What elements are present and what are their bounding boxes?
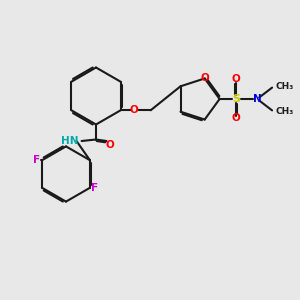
Text: F: F bbox=[92, 183, 98, 193]
Text: O: O bbox=[130, 105, 139, 115]
Text: O: O bbox=[232, 113, 241, 124]
Text: CH₃: CH₃ bbox=[276, 107, 294, 116]
Text: S: S bbox=[232, 94, 240, 104]
Text: HN: HN bbox=[61, 136, 78, 146]
Text: O: O bbox=[232, 74, 241, 85]
Text: N: N bbox=[253, 94, 262, 104]
Text: O: O bbox=[106, 140, 115, 150]
Text: O: O bbox=[200, 74, 209, 83]
Text: F: F bbox=[34, 155, 40, 165]
Text: CH₃: CH₃ bbox=[276, 82, 294, 91]
